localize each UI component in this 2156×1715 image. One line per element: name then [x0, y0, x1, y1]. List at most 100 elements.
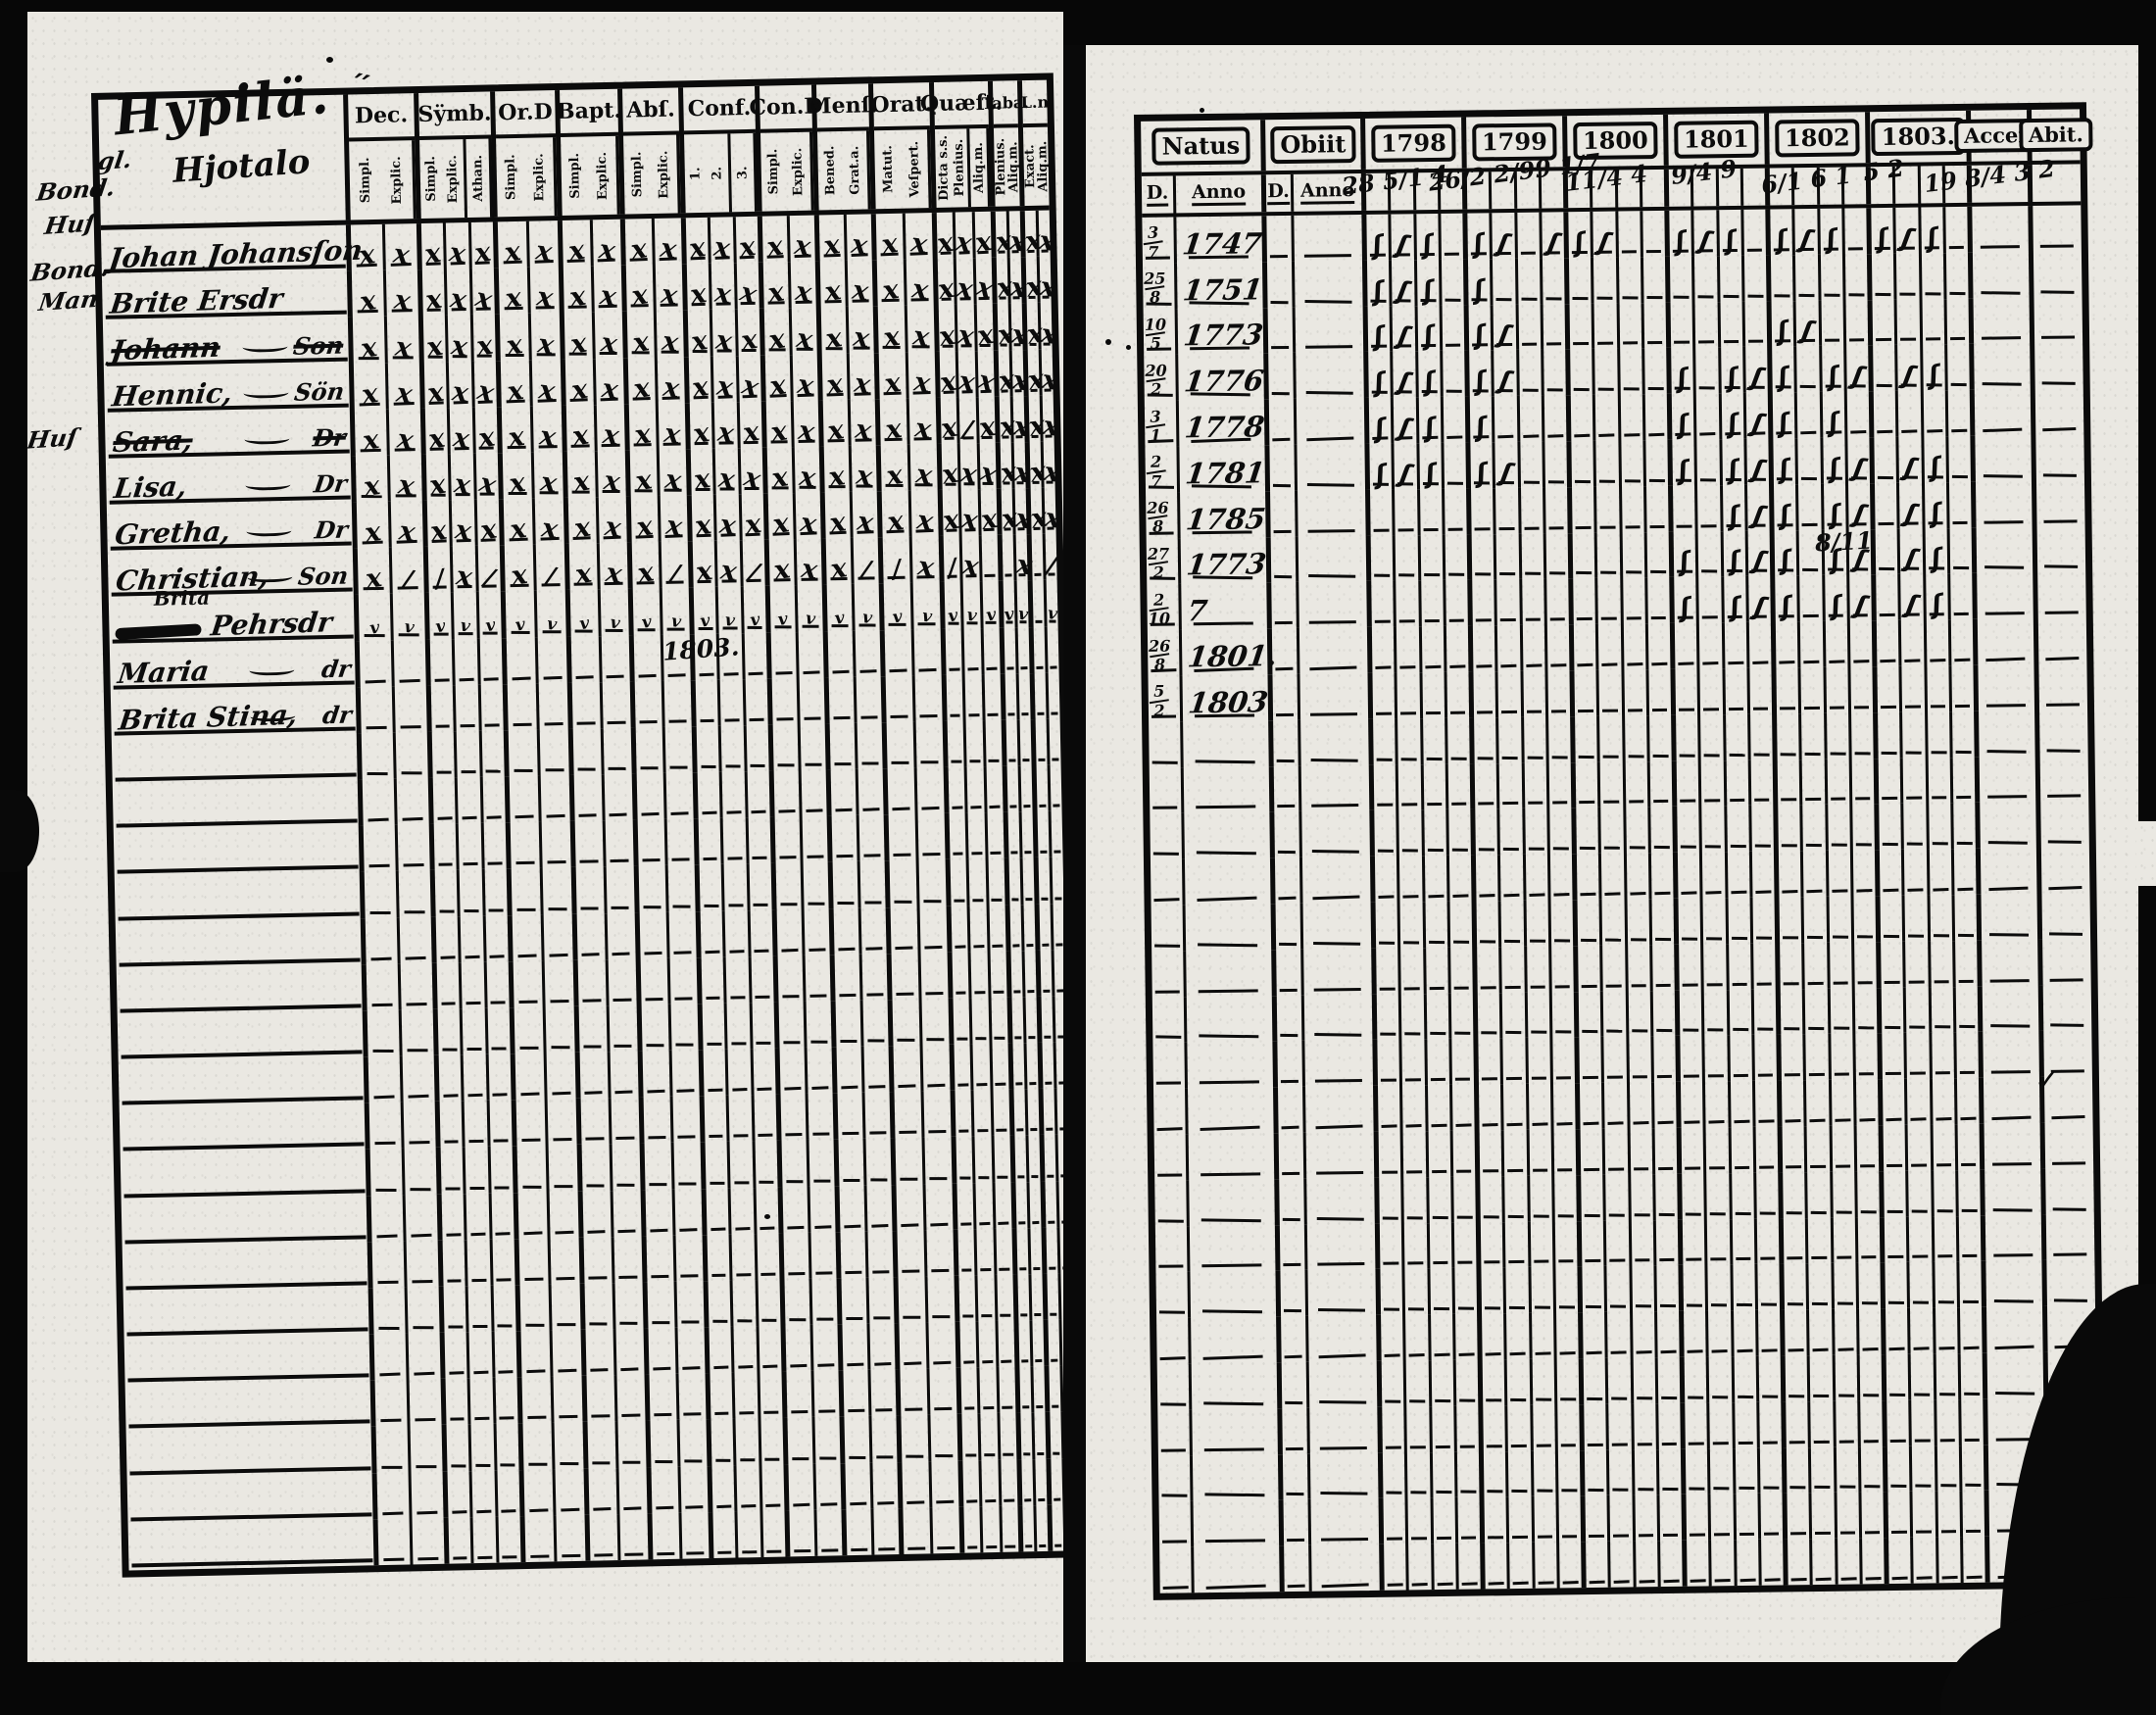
column-subheads: Matut. Veſpert.	[874, 129, 932, 209]
mark-cell: x	[876, 214, 904, 261]
mark-cell: x	[447, 407, 473, 455]
mark-cell: x	[449, 499, 475, 547]
name-cell: Maria dr	[110, 641, 356, 692]
rule-dash	[379, 1372, 401, 1377]
rule-dash	[449, 1417, 465, 1422]
x-mark: x	[741, 416, 761, 449]
mark-cell	[485, 1054, 512, 1102]
mark-cell: x	[687, 264, 710, 311]
mark-cell	[807, 1185, 836, 1233]
mark-cell: x	[444, 269, 470, 316]
mark-cell: v	[794, 584, 823, 632]
mark-group	[368, 1332, 441, 1381]
mark-cell	[757, 1371, 783, 1419]
mark-cell: x	[1039, 395, 1060, 443]
rule-dash	[675, 1043, 694, 1047]
mark-cell: x	[711, 401, 738, 449]
mark-group	[822, 629, 881, 678]
mark-cell	[702, 956, 724, 1004]
mark-cell	[396, 916, 432, 964]
mark-cell	[950, 813, 966, 860]
rule-dash	[1002, 1406, 1013, 1410]
rule-dash	[556, 1276, 575, 1281]
name-cell	[115, 872, 361, 923]
mark-group	[434, 1100, 513, 1149]
scribbled-date: 9/4 9	[1669, 154, 1739, 190]
rule-dash	[555, 1230, 574, 1235]
relation-suffix: Sön	[292, 376, 347, 407]
check-mark: v	[403, 616, 416, 638]
mark-cell	[574, 774, 603, 821]
mark-cell	[838, 1093, 863, 1140]
rule-dash	[406, 1002, 427, 1006]
rule-dash	[814, 1225, 831, 1229]
rule-dash	[1049, 1266, 1056, 1270]
rule-dash	[1050, 1358, 1058, 1363]
mark-cell	[843, 1370, 868, 1417]
mark-group	[780, 1324, 839, 1372]
rule-dash	[496, 1278, 512, 1282]
rule-dash	[845, 1270, 861, 1275]
mark-cell	[997, 1413, 1017, 1460]
x-mark: x	[959, 504, 980, 537]
mark-group	[640, 1188, 703, 1237]
mark-cell	[708, 1234, 730, 1281]
x-mark: x	[1007, 225, 1028, 259]
rule-dash	[435, 724, 450, 728]
mark-group	[776, 1139, 835, 1188]
mark-cell	[610, 1190, 642, 1237]
rule-dash	[624, 1552, 644, 1556]
mark-cell	[924, 1275, 956, 1323]
mark-cell: /	[944, 536, 960, 583]
rule-dash	[500, 1463, 515, 1467]
mark-cell: x	[764, 308, 790, 356]
mark-cell	[795, 631, 824, 678]
rule-dash	[906, 1500, 925, 1504]
mark-cell	[901, 1415, 928, 1462]
mark-cell	[833, 861, 858, 908]
rule-dash	[965, 1499, 977, 1503]
rule-dash	[967, 666, 979, 671]
mark-cell: v	[633, 588, 661, 635]
mark-cell	[696, 679, 718, 726]
x-mark: x	[883, 413, 905, 446]
slash-mark: /	[746, 557, 762, 587]
mark-cell	[1020, 904, 1036, 952]
mark-cell	[643, 1051, 670, 1098]
rule-dash	[450, 1464, 466, 1468]
x-mark: x	[474, 329, 495, 363]
mark-cell	[796, 677, 825, 724]
rule-dash	[699, 672, 713, 677]
rule-dash	[968, 713, 980, 717]
rule-dash	[842, 1132, 858, 1136]
rule-dash	[778, 809, 796, 813]
mark-cell: x	[937, 305, 956, 352]
mark-cell	[509, 730, 538, 777]
x-mark: x	[692, 464, 712, 497]
mark-cell	[640, 911, 667, 958]
rule-dash	[1052, 1405, 1059, 1409]
rule-dash	[616, 1183, 636, 1187]
rule-dash	[1054, 850, 1061, 855]
mark-cell: x	[843, 214, 872, 262]
mark-group	[890, 1137, 953, 1185]
mark-cell	[799, 815, 828, 863]
mark-cell	[866, 1323, 896, 1370]
mark-group	[372, 1517, 445, 1566]
mark-cell: x	[357, 502, 389, 549]
x-mark: x	[908, 227, 929, 261]
mark-cell	[634, 635, 662, 682]
mark-group	[354, 639, 426, 688]
mark-cell: x	[903, 259, 934, 307]
mark-group	[707, 1464, 785, 1512]
mark-cell	[662, 772, 694, 820]
mark-cell: x	[445, 315, 471, 363]
rule-dash	[524, 1277, 544, 1281]
mark-cell	[972, 1182, 994, 1230]
mark-cell: v	[740, 586, 766, 633]
mark-cell	[1016, 718, 1032, 766]
mark-group	[515, 1329, 582, 1378]
rule-dash	[404, 909, 425, 913]
